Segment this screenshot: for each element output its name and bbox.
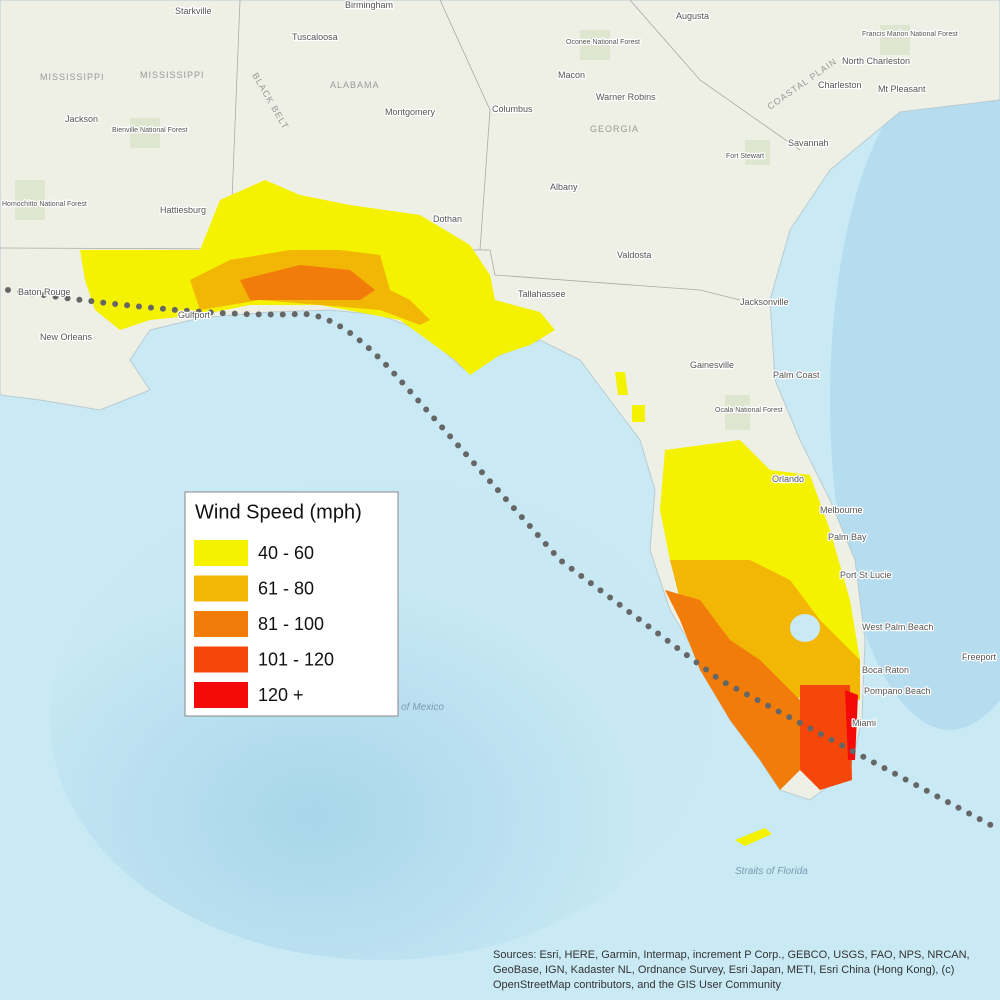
water-label: Gulf of Mexico: [380, 702, 444, 713]
place-label: Orlando: [772, 474, 804, 484]
place-label: Homochitto National Forest: [2, 201, 87, 208]
place-label: Port St Lucie: [840, 570, 892, 580]
place-label: Tallahassee: [518, 289, 566, 299]
place-label: Freeport: [962, 652, 997, 662]
place-label: Baton Rouge: [18, 287, 71, 297]
legend-label: 81 - 100: [258, 614, 324, 634]
place-label: Savannah: [788, 138, 829, 148]
place-label: Montgomery: [385, 107, 436, 117]
place-label: Bienville National Forest: [112, 127, 188, 134]
legend-box: [184, 491, 399, 717]
legend-swatch: [194, 540, 248, 566]
place-label: West Palm Beach: [862, 622, 933, 632]
legend: Wind Speed (mph) 40 - 60 61 - 80 81 - 100 1…: [184, 491, 399, 717]
place-label: New Orleans: [40, 332, 93, 342]
place-label: Birmingham: [345, 0, 393, 10]
place-label: North Charleston: [842, 56, 910, 66]
place-label: Albany: [550, 182, 578, 192]
region-label: ALABAMA: [330, 80, 380, 90]
storm-track: [5, 287, 1000, 833]
legend-swatch: [194, 646, 248, 673]
place-label: Gainesville: [690, 360, 734, 370]
place-label: Mt Pleasant: [878, 84, 926, 94]
region-label: MISSISSIPPI: [140, 70, 205, 80]
water-label: Straits of Florida: [735, 866, 808, 877]
legend-items: 40 - 60 61 - 80 81 - 100 101 - 120 120 +: [194, 540, 334, 708]
place-label: Macon: [558, 70, 585, 80]
legend-swatch: [194, 611, 248, 637]
place-label: Warner Robins: [596, 92, 656, 102]
place-label: Starkville: [175, 6, 212, 16]
place-label: Ocala National Forest: [715, 407, 783, 414]
legend-swatch: [194, 682, 248, 708]
lake-okeechobee: [790, 614, 820, 642]
place-label: Palm Coast: [773, 370, 820, 380]
deep-water: [830, 70, 1000, 730]
region-label: GEORGIA: [590, 124, 639, 134]
legend-label: 101 - 120: [258, 649, 334, 669]
place-label: Hattiesburg: [160, 205, 206, 215]
place-label: Charleston: [818, 80, 862, 90]
place-label: Valdosta: [617, 250, 651, 260]
place-label: Palm Bay: [828, 532, 867, 542]
place-label: Dothan: [433, 214, 462, 224]
legend-title: Wind Speed (mph): [195, 501, 362, 523]
place-label: Gulfport: [178, 310, 211, 320]
place-label: Melbourne: [820, 505, 863, 515]
legend-label: 61 - 80: [258, 578, 314, 598]
region-label: MISSISSIPPI: [40, 72, 105, 82]
place-label: Columbus: [492, 104, 533, 114]
place-label: Pompano Beach: [864, 686, 931, 696]
place-label: Tuscaloosa: [292, 32, 338, 42]
place-label: Francis Marion National Forest: [862, 31, 958, 38]
attribution: Sources: Esri, HERE, Garmin, Intermap, i…: [493, 949, 970, 991]
place-label: Augusta: [676, 11, 709, 21]
place-label: Jackson: [65, 114, 98, 124]
forest-areas: [15, 25, 910, 430]
place-label: Boca Raton: [862, 665, 909, 675]
place-label: Miami: [852, 718, 876, 728]
legend-label: 40 - 60: [258, 543, 314, 563]
legend-swatch: [194, 575, 248, 602]
legend-label: 120 +: [258, 685, 304, 705]
place-label: Oconee National Forest: [566, 39, 640, 46]
place-label: Jacksonville: [740, 297, 789, 307]
place-label: Fort Stewart: [726, 153, 764, 160]
